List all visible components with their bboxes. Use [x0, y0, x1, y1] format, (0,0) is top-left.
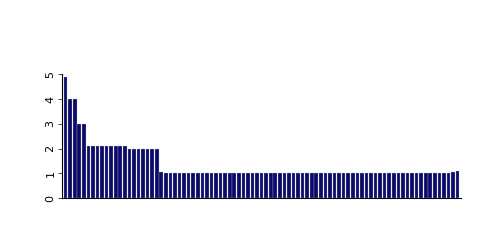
Bar: [182, 173, 186, 198]
Bar: [387, 173, 391, 198]
Bar: [150, 148, 154, 198]
Bar: [383, 173, 386, 198]
Bar: [137, 148, 140, 198]
Bar: [114, 146, 118, 198]
Bar: [219, 173, 222, 198]
Bar: [196, 173, 200, 198]
Bar: [351, 173, 355, 198]
Bar: [119, 146, 122, 198]
Bar: [296, 173, 300, 198]
Bar: [328, 173, 332, 198]
Bar: [228, 173, 231, 198]
Bar: [451, 172, 455, 198]
Bar: [347, 173, 350, 198]
Bar: [337, 173, 341, 198]
Bar: [246, 173, 250, 198]
Bar: [105, 146, 108, 198]
Bar: [378, 173, 382, 198]
Bar: [360, 173, 364, 198]
Bar: [109, 146, 113, 198]
Bar: [429, 173, 432, 198]
Bar: [415, 173, 419, 198]
Bar: [283, 173, 286, 198]
Bar: [356, 173, 359, 198]
Bar: [232, 173, 236, 198]
Bar: [292, 173, 295, 198]
Bar: [447, 173, 450, 198]
Bar: [396, 173, 400, 198]
Bar: [237, 173, 240, 198]
Bar: [173, 173, 177, 198]
Bar: [438, 173, 441, 198]
Bar: [123, 146, 127, 198]
Bar: [159, 172, 163, 198]
Bar: [187, 173, 191, 198]
Bar: [96, 146, 99, 198]
Bar: [278, 173, 282, 198]
Bar: [310, 173, 313, 198]
Bar: [269, 173, 273, 198]
Bar: [146, 148, 149, 198]
Bar: [442, 173, 446, 198]
Bar: [164, 173, 168, 198]
Bar: [68, 99, 72, 198]
Bar: [406, 173, 409, 198]
Bar: [132, 148, 136, 198]
Bar: [178, 173, 181, 198]
Bar: [214, 173, 218, 198]
Bar: [77, 124, 81, 198]
Bar: [365, 173, 368, 198]
Bar: [255, 173, 259, 198]
Bar: [241, 173, 245, 198]
Bar: [128, 148, 131, 198]
Bar: [314, 173, 318, 198]
Bar: [86, 146, 90, 198]
Bar: [319, 173, 323, 198]
Bar: [192, 173, 195, 198]
Bar: [424, 173, 428, 198]
Bar: [210, 173, 213, 198]
Bar: [91, 146, 95, 198]
Bar: [433, 173, 437, 198]
Bar: [456, 171, 459, 198]
Bar: [410, 173, 414, 198]
Bar: [274, 173, 277, 198]
Bar: [324, 173, 327, 198]
Bar: [369, 173, 373, 198]
Bar: [168, 173, 172, 198]
Bar: [260, 173, 264, 198]
Bar: [374, 173, 377, 198]
Bar: [333, 173, 336, 198]
Bar: [141, 148, 145, 198]
Bar: [205, 173, 209, 198]
Bar: [100, 146, 104, 198]
Bar: [301, 173, 304, 198]
Bar: [392, 173, 396, 198]
Bar: [82, 124, 85, 198]
Bar: [73, 99, 76, 198]
Bar: [155, 148, 158, 198]
Bar: [401, 173, 405, 198]
Bar: [264, 173, 268, 198]
Bar: [287, 173, 291, 198]
Bar: [305, 173, 309, 198]
Bar: [223, 173, 227, 198]
Bar: [201, 173, 204, 198]
Bar: [342, 173, 346, 198]
Bar: [251, 173, 254, 198]
Bar: [420, 173, 423, 198]
Bar: [64, 77, 67, 198]
